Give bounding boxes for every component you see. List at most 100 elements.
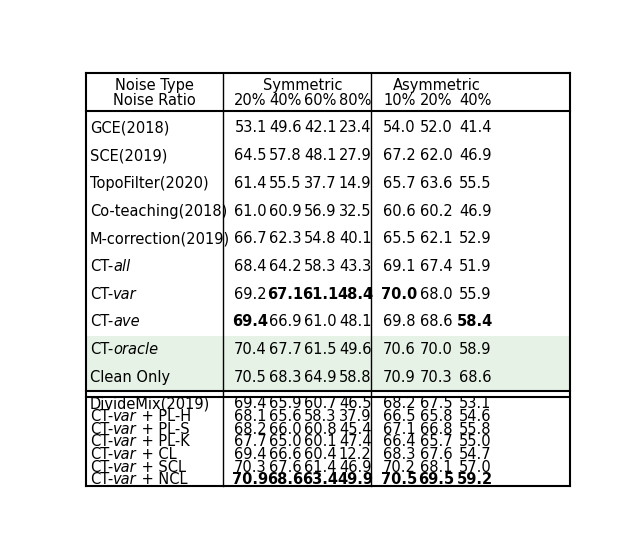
Text: 51.9: 51.9 xyxy=(459,259,492,274)
Text: CT-: CT- xyxy=(90,315,113,330)
Text: 65.8: 65.8 xyxy=(420,409,452,424)
Text: 68.4: 68.4 xyxy=(234,259,267,274)
Text: 65.7: 65.7 xyxy=(420,434,453,449)
Text: 70.2: 70.2 xyxy=(383,460,416,474)
Text: 37.7: 37.7 xyxy=(304,176,337,191)
Text: 60.9: 60.9 xyxy=(269,204,301,218)
Text: 49.6: 49.6 xyxy=(269,121,301,135)
Text: CT-: CT- xyxy=(90,259,113,274)
Text: 67.2: 67.2 xyxy=(383,148,415,163)
Text: 40%: 40% xyxy=(459,93,492,108)
Text: 67.1: 67.1 xyxy=(383,421,415,436)
Text: var: var xyxy=(113,421,137,436)
Text: CT-: CT- xyxy=(90,409,113,424)
Text: 70.5: 70.5 xyxy=(381,472,417,487)
Text: 62.0: 62.0 xyxy=(420,148,453,163)
Text: 60.2: 60.2 xyxy=(420,204,453,218)
Text: CT-: CT- xyxy=(90,460,113,474)
Text: var: var xyxy=(113,472,137,487)
Text: 65.6: 65.6 xyxy=(269,409,301,424)
Text: 65.9: 65.9 xyxy=(269,397,301,411)
Text: 67.5: 67.5 xyxy=(420,397,453,411)
Text: 58.4: 58.4 xyxy=(457,315,493,330)
Text: + SCL: + SCL xyxy=(137,460,186,474)
Text: 69.8: 69.8 xyxy=(383,315,415,330)
Text: 55.5: 55.5 xyxy=(459,176,492,191)
Text: CT-: CT- xyxy=(90,434,113,449)
Text: 70.9: 70.9 xyxy=(232,472,269,487)
Text: 65.0: 65.0 xyxy=(269,434,301,449)
Text: 45.4: 45.4 xyxy=(339,421,371,436)
Text: Noise Type: Noise Type xyxy=(115,79,194,93)
Text: 61.4: 61.4 xyxy=(234,176,267,191)
Text: oracle: oracle xyxy=(113,342,159,357)
Text: 65.5: 65.5 xyxy=(383,231,415,246)
Text: 53.1: 53.1 xyxy=(459,397,492,411)
Text: 52.9: 52.9 xyxy=(459,231,492,246)
Text: + PL-K: + PL-K xyxy=(137,434,189,449)
Text: 68.3: 68.3 xyxy=(383,447,415,462)
Text: 42.1: 42.1 xyxy=(304,121,337,135)
Text: 61.1: 61.1 xyxy=(302,287,339,302)
Text: 69.4: 69.4 xyxy=(234,447,267,462)
Text: 70.0: 70.0 xyxy=(420,342,453,357)
Text: 20%: 20% xyxy=(234,93,267,108)
Text: CT-: CT- xyxy=(90,287,113,302)
Text: 58.3: 58.3 xyxy=(304,409,337,424)
Text: 46.5: 46.5 xyxy=(339,397,371,411)
Text: 67.7: 67.7 xyxy=(234,434,267,449)
Text: 20%: 20% xyxy=(420,93,452,108)
Text: Clean Only: Clean Only xyxy=(90,370,170,385)
Text: 68.3: 68.3 xyxy=(269,370,301,385)
Text: 40%: 40% xyxy=(269,93,301,108)
Text: 66.6: 66.6 xyxy=(269,447,301,462)
Text: 57.0: 57.0 xyxy=(459,460,492,474)
Text: 64.5: 64.5 xyxy=(234,148,267,163)
Text: 61.4: 61.4 xyxy=(304,460,337,474)
Text: 60.4: 60.4 xyxy=(304,447,337,462)
Text: 52.0: 52.0 xyxy=(420,121,453,135)
Text: SCE(2019): SCE(2019) xyxy=(90,148,168,163)
Text: var: var xyxy=(113,409,137,424)
Text: 63.4: 63.4 xyxy=(302,472,339,487)
Text: 54.6: 54.6 xyxy=(459,409,492,424)
Text: 55.0: 55.0 xyxy=(459,434,492,449)
Text: 66.8: 66.8 xyxy=(420,421,452,436)
Text: 46.9: 46.9 xyxy=(339,460,371,474)
Text: 69.5: 69.5 xyxy=(419,472,454,487)
Text: 66.0: 66.0 xyxy=(269,421,301,436)
Text: 67.4: 67.4 xyxy=(420,259,453,274)
Text: 53.1: 53.1 xyxy=(234,121,267,135)
Text: + PL-H: + PL-H xyxy=(137,409,191,424)
Text: CT-: CT- xyxy=(90,421,113,436)
Text: 56.9: 56.9 xyxy=(304,204,337,218)
Text: 69.4: 69.4 xyxy=(234,397,267,411)
Text: 55.5: 55.5 xyxy=(269,176,301,191)
Text: 69.2: 69.2 xyxy=(234,287,267,302)
Text: 67.1: 67.1 xyxy=(268,287,303,302)
Text: Symmetric: Symmetric xyxy=(263,79,342,93)
Text: 80%: 80% xyxy=(339,93,371,108)
Text: 66.5: 66.5 xyxy=(383,409,415,424)
Text: 60%: 60% xyxy=(304,93,337,108)
Text: 41.4: 41.4 xyxy=(459,121,492,135)
Text: 48.1: 48.1 xyxy=(339,315,371,330)
Text: 47.4: 47.4 xyxy=(339,434,371,449)
Text: 68.1: 68.1 xyxy=(420,460,452,474)
Text: 55.8: 55.8 xyxy=(459,421,492,436)
Text: 27.9: 27.9 xyxy=(339,148,371,163)
Text: 60.1: 60.1 xyxy=(304,434,337,449)
Text: 68.6: 68.6 xyxy=(459,370,492,385)
Text: CT-: CT- xyxy=(90,447,113,462)
Text: + CL: + CL xyxy=(137,447,177,462)
Text: 57.8: 57.8 xyxy=(269,148,301,163)
Text: Asymmetric: Asymmetric xyxy=(394,79,481,93)
Text: 48.4: 48.4 xyxy=(337,287,373,302)
Text: 68.2: 68.2 xyxy=(234,421,267,436)
Text: 12.2: 12.2 xyxy=(339,447,371,462)
Text: DivideMix(2019): DivideMix(2019) xyxy=(90,397,211,411)
Text: 58.3: 58.3 xyxy=(304,259,337,274)
Text: 70.9: 70.9 xyxy=(383,370,415,385)
Text: 54.8: 54.8 xyxy=(304,231,337,246)
Text: ave: ave xyxy=(113,315,140,330)
